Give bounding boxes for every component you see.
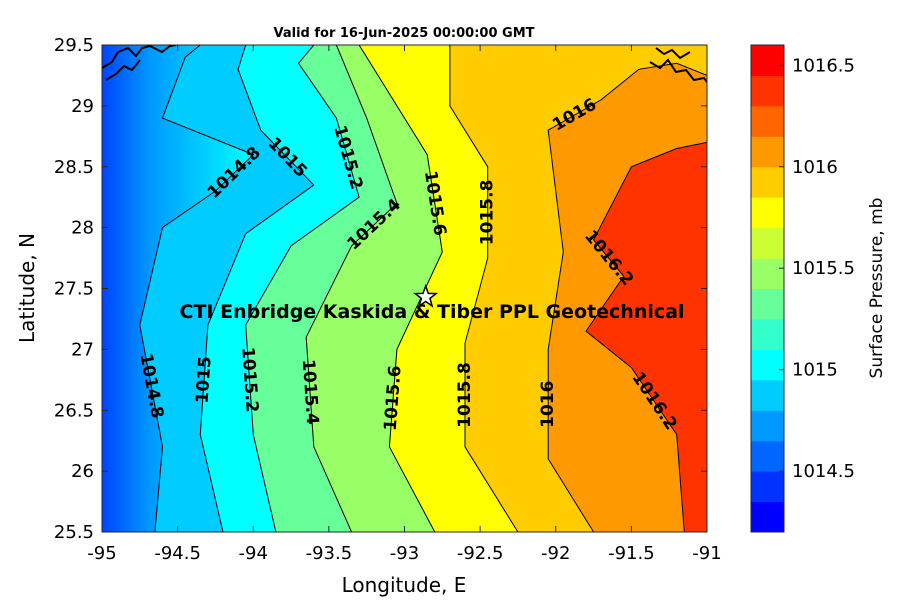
site-star-icon bbox=[413, 283, 439, 308]
colorbar-segment bbox=[751, 197, 784, 229]
y-tick-label: 29.5 bbox=[54, 35, 94, 56]
coastline bbox=[102, 45, 707, 83]
contour-label-1015.8-1: 1015.8 bbox=[455, 362, 475, 428]
colorbar-segment bbox=[751, 440, 784, 472]
colorbar-segment bbox=[751, 136, 784, 168]
y-tick-label: 26 bbox=[71, 461, 94, 482]
x-tick-label: -94 bbox=[239, 543, 268, 564]
x-tick-label: -94.5 bbox=[154, 543, 201, 564]
plot-area bbox=[102, 45, 707, 532]
chart-title: Valid for 16-Jun-2025 00:00:00 GMT bbox=[274, 26, 535, 41]
colorbar-segment bbox=[751, 105, 784, 137]
colorbar-segment bbox=[751, 501, 784, 533]
contour-label-1015.8-2: 1015.8 bbox=[478, 180, 498, 246]
x-tick-label: -93 bbox=[390, 543, 419, 564]
colorbar-tick-label: 1015.5 bbox=[792, 258, 855, 279]
colorbar-segment bbox=[751, 410, 784, 442]
y-tick-label: 27.5 bbox=[54, 279, 94, 300]
contour-line-1015.6 bbox=[358, 45, 443, 532]
contour-line-1015.4 bbox=[305, 45, 398, 532]
y-tick-label: 26.5 bbox=[54, 400, 94, 421]
x-tick-label: -92 bbox=[541, 543, 570, 564]
contour-line-1015.8 bbox=[449, 45, 519, 532]
contour-line-1015.2 bbox=[245, 45, 360, 532]
contour-label-1015-1: 1015 bbox=[193, 356, 216, 405]
colorbar-frame bbox=[750, 44, 785, 533]
y-axis-label: Latitude, N bbox=[15, 233, 39, 343]
colorbar-segment bbox=[751, 318, 784, 350]
colorbar-segment bbox=[751, 75, 784, 107]
site-annotation: CTI Enbridge Kaskida & Tiber PPL Geotech… bbox=[180, 301, 685, 323]
contour-label-1016-1: 1016 bbox=[538, 381, 558, 428]
x-tick-label: -93.5 bbox=[306, 543, 353, 564]
x-tick-label: -91.5 bbox=[608, 543, 655, 564]
x-axis: -95 -94.5 -94 -93.5 -93 -92.5 -92 -91.5 -91 bbox=[87, 45, 722, 564]
contour-line-1015 bbox=[199, 45, 315, 532]
contour-label-1015.4-1: 1015.4 bbox=[298, 359, 322, 426]
y-tick-label: 28.5 bbox=[54, 157, 94, 178]
coastline-northeast bbox=[649, 58, 707, 83]
colorbar-segment bbox=[751, 45, 784, 76]
x-tick-label: -91 bbox=[692, 543, 721, 564]
contour-line-1014.8 bbox=[139, 45, 255, 532]
colorbar-tick-label: 1016.5 bbox=[792, 55, 855, 76]
colorbar-tick-label: 1014.5 bbox=[792, 461, 855, 482]
site-marker bbox=[413, 283, 439, 308]
y-tick-label: 28 bbox=[71, 218, 94, 239]
coastline-northwest bbox=[102, 45, 177, 69]
y-tick-label: 29 bbox=[71, 96, 94, 117]
colorbar-segment bbox=[751, 349, 784, 381]
y-tick-label: 27 bbox=[71, 339, 94, 360]
y-tick-label: 25.5 bbox=[54, 522, 94, 543]
colorbar-tick-label: 1016 bbox=[792, 157, 838, 178]
y-axis: 25.5 26 26.5 27 27.5 28 28.5 29 29.5 bbox=[54, 35, 707, 543]
colorbar-tick-label: 1015 bbox=[792, 360, 838, 381]
x-tick-label: -92.5 bbox=[457, 543, 504, 564]
colorbar-segment bbox=[751, 288, 784, 320]
contour-label-1015.2-1: 1015.2 bbox=[237, 346, 261, 413]
colorbar-segment bbox=[751, 258, 784, 289]
colorbar-label: Surface Pressure, mb bbox=[867, 198, 887, 379]
colorbar bbox=[751, 45, 784, 533]
x-tick-label: -95 bbox=[87, 543, 116, 564]
pressure-band-1016.2 bbox=[586, 45, 707, 532]
colorbar-segment bbox=[751, 166, 784, 198]
contour-line-1016.2 bbox=[585, 141, 707, 532]
colorbar-segment bbox=[751, 471, 784, 503]
colorbar-segment bbox=[751, 227, 784, 259]
colorbar-segment bbox=[751, 379, 784, 411]
coastline-northwest-inner bbox=[105, 59, 141, 81]
x-axis-label: Longitude, E bbox=[342, 573, 467, 597]
coastline-northeast-inner bbox=[655, 47, 691, 60]
